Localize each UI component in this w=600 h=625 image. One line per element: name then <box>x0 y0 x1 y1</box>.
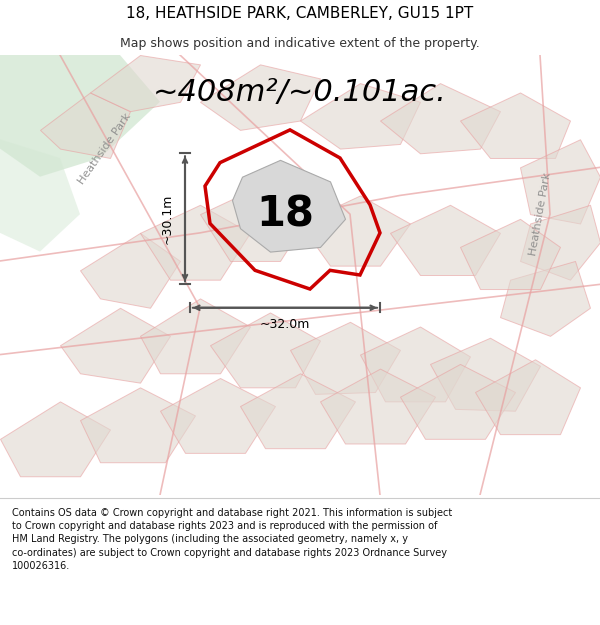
Text: Contains OS data © Crown copyright and database right 2021. This information is : Contains OS data © Crown copyright and d… <box>12 508 452 571</box>
Text: Heathside Park: Heathside Park <box>77 111 133 186</box>
Text: 18: 18 <box>256 193 314 235</box>
Text: 18, HEATHSIDE PARK, CAMBERLEY, GU15 1PT: 18, HEATHSIDE PARK, CAMBERLEY, GU15 1PT <box>127 6 473 21</box>
Text: Map shows position and indicative extent of the property.: Map shows position and indicative extent… <box>120 38 480 51</box>
Text: Heathside Park: Heathside Park <box>528 172 552 256</box>
Text: ~408m²/~0.101ac.: ~408m²/~0.101ac. <box>153 78 447 107</box>
Text: ~32.0m: ~32.0m <box>260 318 310 331</box>
Text: ~30.1m: ~30.1m <box>161 194 173 244</box>
